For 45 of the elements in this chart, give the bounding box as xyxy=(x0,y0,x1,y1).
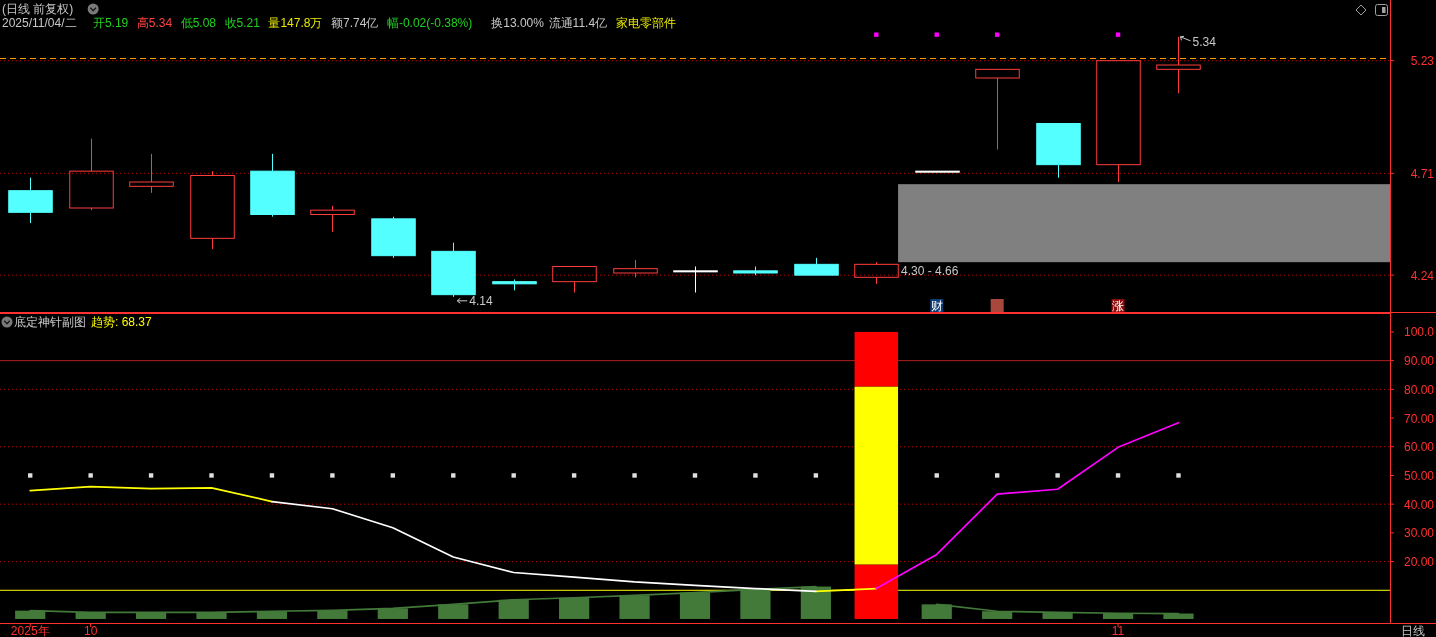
candlestick xyxy=(190,170,235,250)
x-tick-label: 2025年 xyxy=(10,624,50,637)
y-tick-label: 30.00 xyxy=(1403,526,1435,541)
chart-title: (日线 前复权) xyxy=(2,2,74,16)
y-tick-label: 4.71 xyxy=(1410,166,1435,181)
x-axis-title: 日线 xyxy=(1401,624,1425,637)
annotation: 额7.74亿 xyxy=(331,16,379,30)
annotation: 低5.08 xyxy=(180,16,217,30)
annotation: 收5.21 xyxy=(224,16,261,30)
annotation: 开5.19 xyxy=(92,16,129,30)
candlestick xyxy=(8,177,53,224)
x-tick-label: 11 xyxy=(1111,624,1125,637)
band-label: 4.30 - 4.66 xyxy=(901,264,959,279)
candlestick xyxy=(915,170,960,173)
y-tick-label: 5.23 xyxy=(1410,54,1435,69)
candlestick xyxy=(250,153,295,218)
y-tick-label: 20.00 xyxy=(1403,555,1435,570)
y-tick-label: 40.00 xyxy=(1403,497,1435,512)
y-tick-label: 70.00 xyxy=(1403,411,1435,426)
y-tick-label: 50.00 xyxy=(1403,468,1435,483)
bar xyxy=(854,386,899,565)
bar xyxy=(854,331,899,387)
text: 趋势: 68.37 xyxy=(91,315,153,329)
bar xyxy=(854,564,899,619)
y-tick-label: 4.24 xyxy=(1410,268,1435,283)
annotation: 2025/11/04/二 xyxy=(2,16,77,30)
y-tick-label: 90.00 xyxy=(1403,354,1435,369)
annotation: 幅-0.02(-0.38%) xyxy=(386,16,473,30)
annotation: 量147.8万 xyxy=(268,16,323,30)
y-tick-label: 100.0 xyxy=(1403,325,1435,340)
annotation: 家电零部件 xyxy=(616,16,677,30)
line-series xyxy=(271,500,817,593)
data-label: 涨 xyxy=(1112,299,1125,313)
annotation: 5.34 xyxy=(1192,34,1217,49)
line-series xyxy=(875,421,1180,590)
y-tick-label: 80.00 xyxy=(1403,382,1435,397)
x-tick-label: 10 xyxy=(83,624,98,637)
annotation: 换13.00% xyxy=(491,16,545,30)
annotation: 高5.34 xyxy=(136,16,173,30)
candlestick xyxy=(310,205,355,233)
data-label: 财 xyxy=(930,299,943,313)
chart-title: 底定神针副图 xyxy=(14,315,86,329)
y-tick-label: 60.00 xyxy=(1403,440,1435,455)
annotation: 4.14 xyxy=(469,294,493,309)
annotation: 流通11.4亿 xyxy=(548,16,608,30)
